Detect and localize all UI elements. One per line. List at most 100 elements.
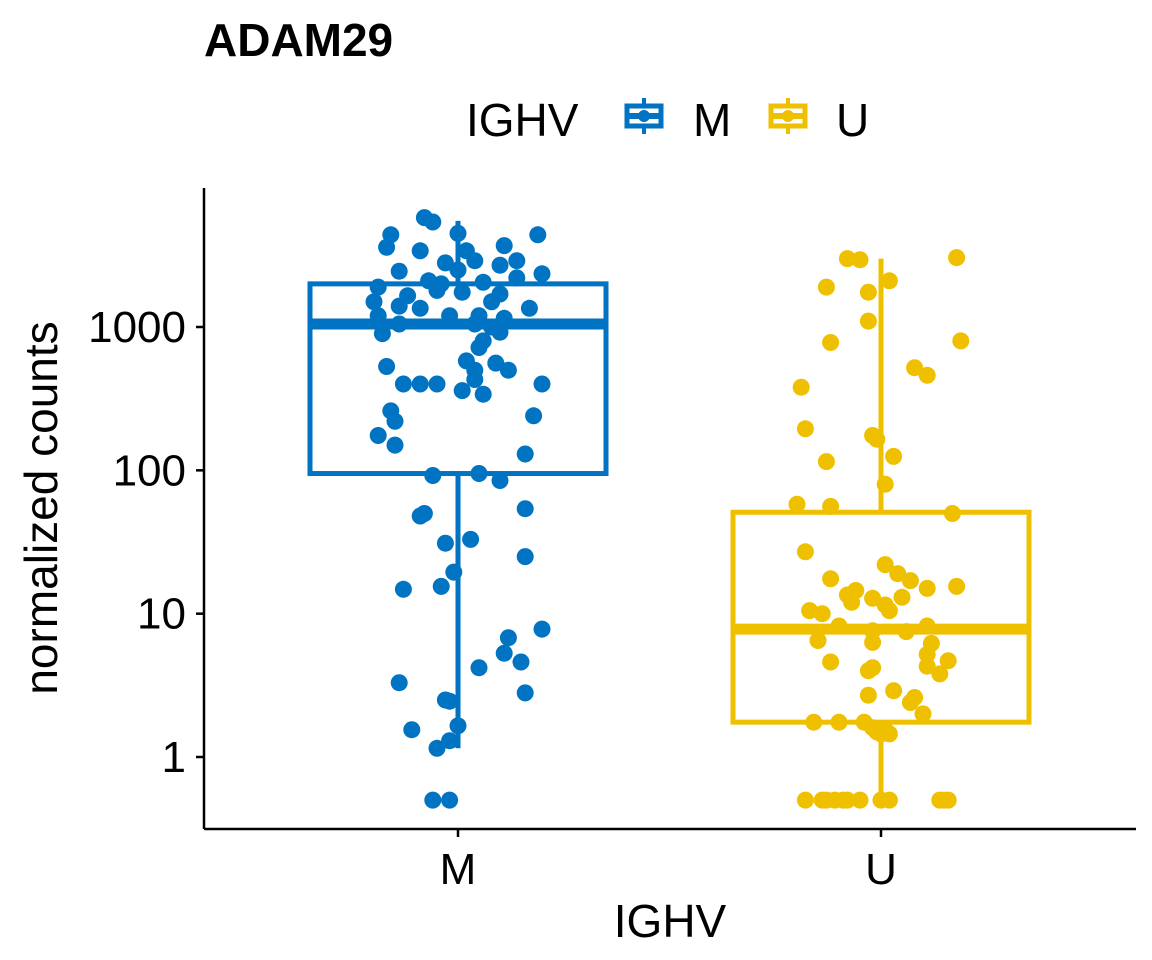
data-point	[880, 791, 898, 809]
data-point	[428, 281, 446, 299]
data-point	[466, 371, 484, 388]
data-point	[390, 297, 408, 315]
data-point	[441, 791, 459, 809]
data-point	[378, 238, 396, 256]
chart-title: ADAM29	[204, 14, 393, 66]
data-point	[796, 791, 814, 809]
data-point	[508, 252, 526, 270]
data-point	[838, 250, 856, 268]
data-point	[952, 332, 970, 350]
data-point	[851, 251, 869, 269]
data-point	[796, 420, 814, 438]
data-point	[470, 659, 488, 677]
data-point	[948, 249, 966, 267]
plot-area	[307, 209, 1032, 809]
data-point	[474, 273, 492, 291]
data-point	[428, 375, 446, 393]
data-point	[516, 445, 534, 463]
data-point	[788, 495, 806, 513]
data-point	[369, 278, 387, 296]
data-point	[516, 684, 534, 702]
data-point	[838, 791, 856, 809]
x-tick-label: M	[440, 845, 477, 894]
y-tick-label: 1000	[88, 303, 186, 352]
data-point	[864, 659, 882, 677]
data-point	[445, 563, 463, 581]
data-point	[441, 692, 459, 710]
data-point	[466, 315, 484, 333]
data-point	[449, 224, 467, 242]
data-point	[822, 497, 840, 515]
data-point	[529, 226, 547, 244]
data-point	[822, 653, 840, 671]
data-point	[885, 682, 903, 700]
data-point	[449, 261, 467, 279]
data-point	[411, 375, 429, 393]
iqr-box	[307, 281, 609, 477]
legend-key-u-point	[782, 110, 794, 122]
data-point	[424, 467, 442, 484]
data-point	[449, 717, 467, 735]
data-point	[859, 686, 877, 704]
data-point	[508, 269, 526, 287]
data-point	[499, 361, 517, 379]
data-point	[386, 412, 404, 430]
data-point	[918, 657, 936, 675]
data-point	[792, 378, 810, 396]
data-point	[859, 312, 877, 330]
data-point	[432, 577, 450, 595]
data-point	[906, 359, 924, 377]
data-point	[533, 620, 551, 638]
points-m	[365, 209, 551, 809]
data-point	[939, 652, 957, 670]
iqr-box	[730, 509, 1032, 725]
data-point	[491, 323, 509, 341]
data-point	[516, 500, 534, 518]
data-point	[851, 791, 869, 809]
data-point	[487, 354, 505, 372]
data-point	[462, 530, 480, 548]
data-point	[822, 570, 840, 588]
data-point	[893, 588, 911, 606]
data-point	[441, 307, 459, 325]
data-point	[533, 265, 551, 283]
data-point	[474, 385, 492, 403]
data-point	[830, 617, 848, 635]
data-point	[817, 453, 835, 471]
data-point	[411, 299, 429, 317]
data-point	[918, 617, 936, 635]
data-point	[441, 732, 459, 750]
data-point	[948, 577, 966, 595]
data-point	[859, 283, 877, 301]
data-point	[369, 427, 387, 444]
legend-label-u: U	[836, 94, 869, 146]
data-point	[394, 580, 412, 598]
data-point	[369, 307, 387, 325]
data-point	[403, 721, 421, 739]
data-point	[491, 256, 509, 274]
data-point	[516, 548, 534, 566]
data-point	[533, 375, 551, 393]
data-point	[822, 334, 840, 351]
data-point	[918, 645, 936, 663]
data-point	[386, 436, 404, 454]
data-point	[390, 262, 408, 280]
data-point	[470, 465, 488, 482]
data-point	[491, 472, 509, 489]
data-point	[411, 242, 429, 260]
y-axis-title: normalized counts	[15, 321, 67, 694]
box-m	[307, 220, 609, 749]
data-point	[394, 375, 412, 393]
data-point	[796, 543, 814, 561]
legend-key-u	[768, 98, 808, 134]
x-tick-label: U	[865, 845, 897, 894]
data-point	[901, 694, 919, 711]
y-tick-label: 10	[137, 590, 186, 639]
data-point	[918, 579, 936, 597]
legend-title: IGHV	[466, 94, 579, 146]
data-point	[453, 283, 471, 301]
data-point	[424, 213, 442, 231]
data-point	[843, 593, 861, 611]
data-point	[378, 358, 396, 375]
